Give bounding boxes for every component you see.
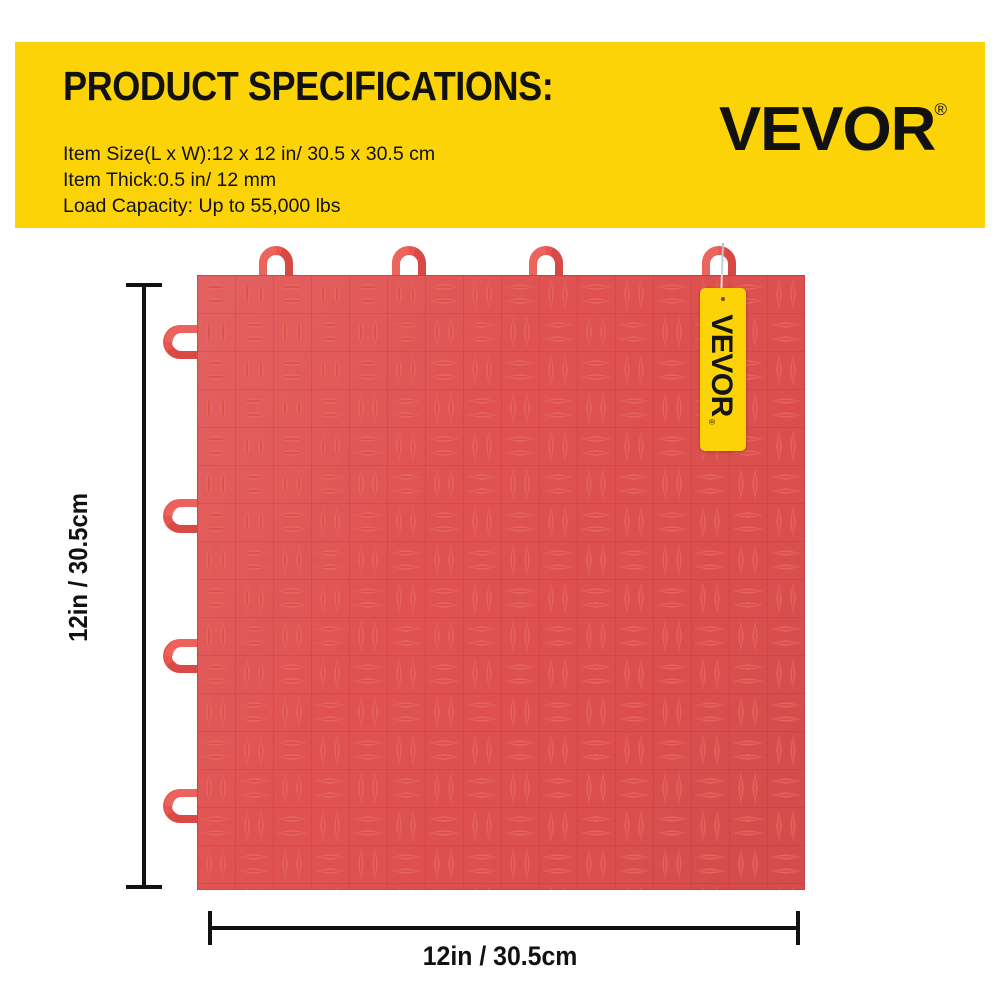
hang-tag-label: VEVOR ® bbox=[700, 288, 746, 451]
spec-item-thickness: Item Thick:0.5 in/ 12 mm bbox=[63, 169, 277, 191]
hang-tag-hole-icon bbox=[721, 297, 725, 301]
vertical-dimension-line bbox=[142, 283, 146, 889]
horizontal-dimension-cap-right bbox=[796, 911, 800, 945]
connector-loop-left-1 bbox=[160, 318, 204, 366]
connector-loop-left-4 bbox=[160, 782, 204, 830]
hang-tag: VEVOR ® bbox=[700, 288, 746, 451]
connector-loop-left-2 bbox=[160, 492, 204, 540]
horizontal-dimension-label: 12in / 30.5cm bbox=[422, 941, 578, 971]
hang-tag-registered-icon: ® bbox=[707, 418, 716, 425]
registered-trademark-icon: ® bbox=[934, 100, 947, 119]
vertical-dimension-cap-bottom bbox=[126, 885, 162, 889]
vertical-dimension-label: 12in / 30.5cm bbox=[63, 492, 93, 642]
spec-item-size: Item Size(L x W):12 x 12 in/ 30.5 x 30.5… bbox=[63, 143, 436, 165]
hang-tag-brand: VEVOR bbox=[705, 314, 738, 417]
specification-header-band: PRODUCT SPECIFICATIONS: Item Size(L x W)… bbox=[15, 42, 985, 228]
page-title: PRODUCT SPECIFICATIONS: bbox=[63, 63, 554, 109]
connector-loop-left-3 bbox=[160, 632, 204, 680]
brand-wordmark: VEVOR bbox=[719, 95, 936, 164]
horizontal-dimension-line bbox=[208, 926, 800, 930]
brand-logo: VEVOR ® bbox=[719, 99, 947, 161]
spec-load-capacity: Load Capacity: Up to 55,000 lbs bbox=[63, 195, 341, 217]
